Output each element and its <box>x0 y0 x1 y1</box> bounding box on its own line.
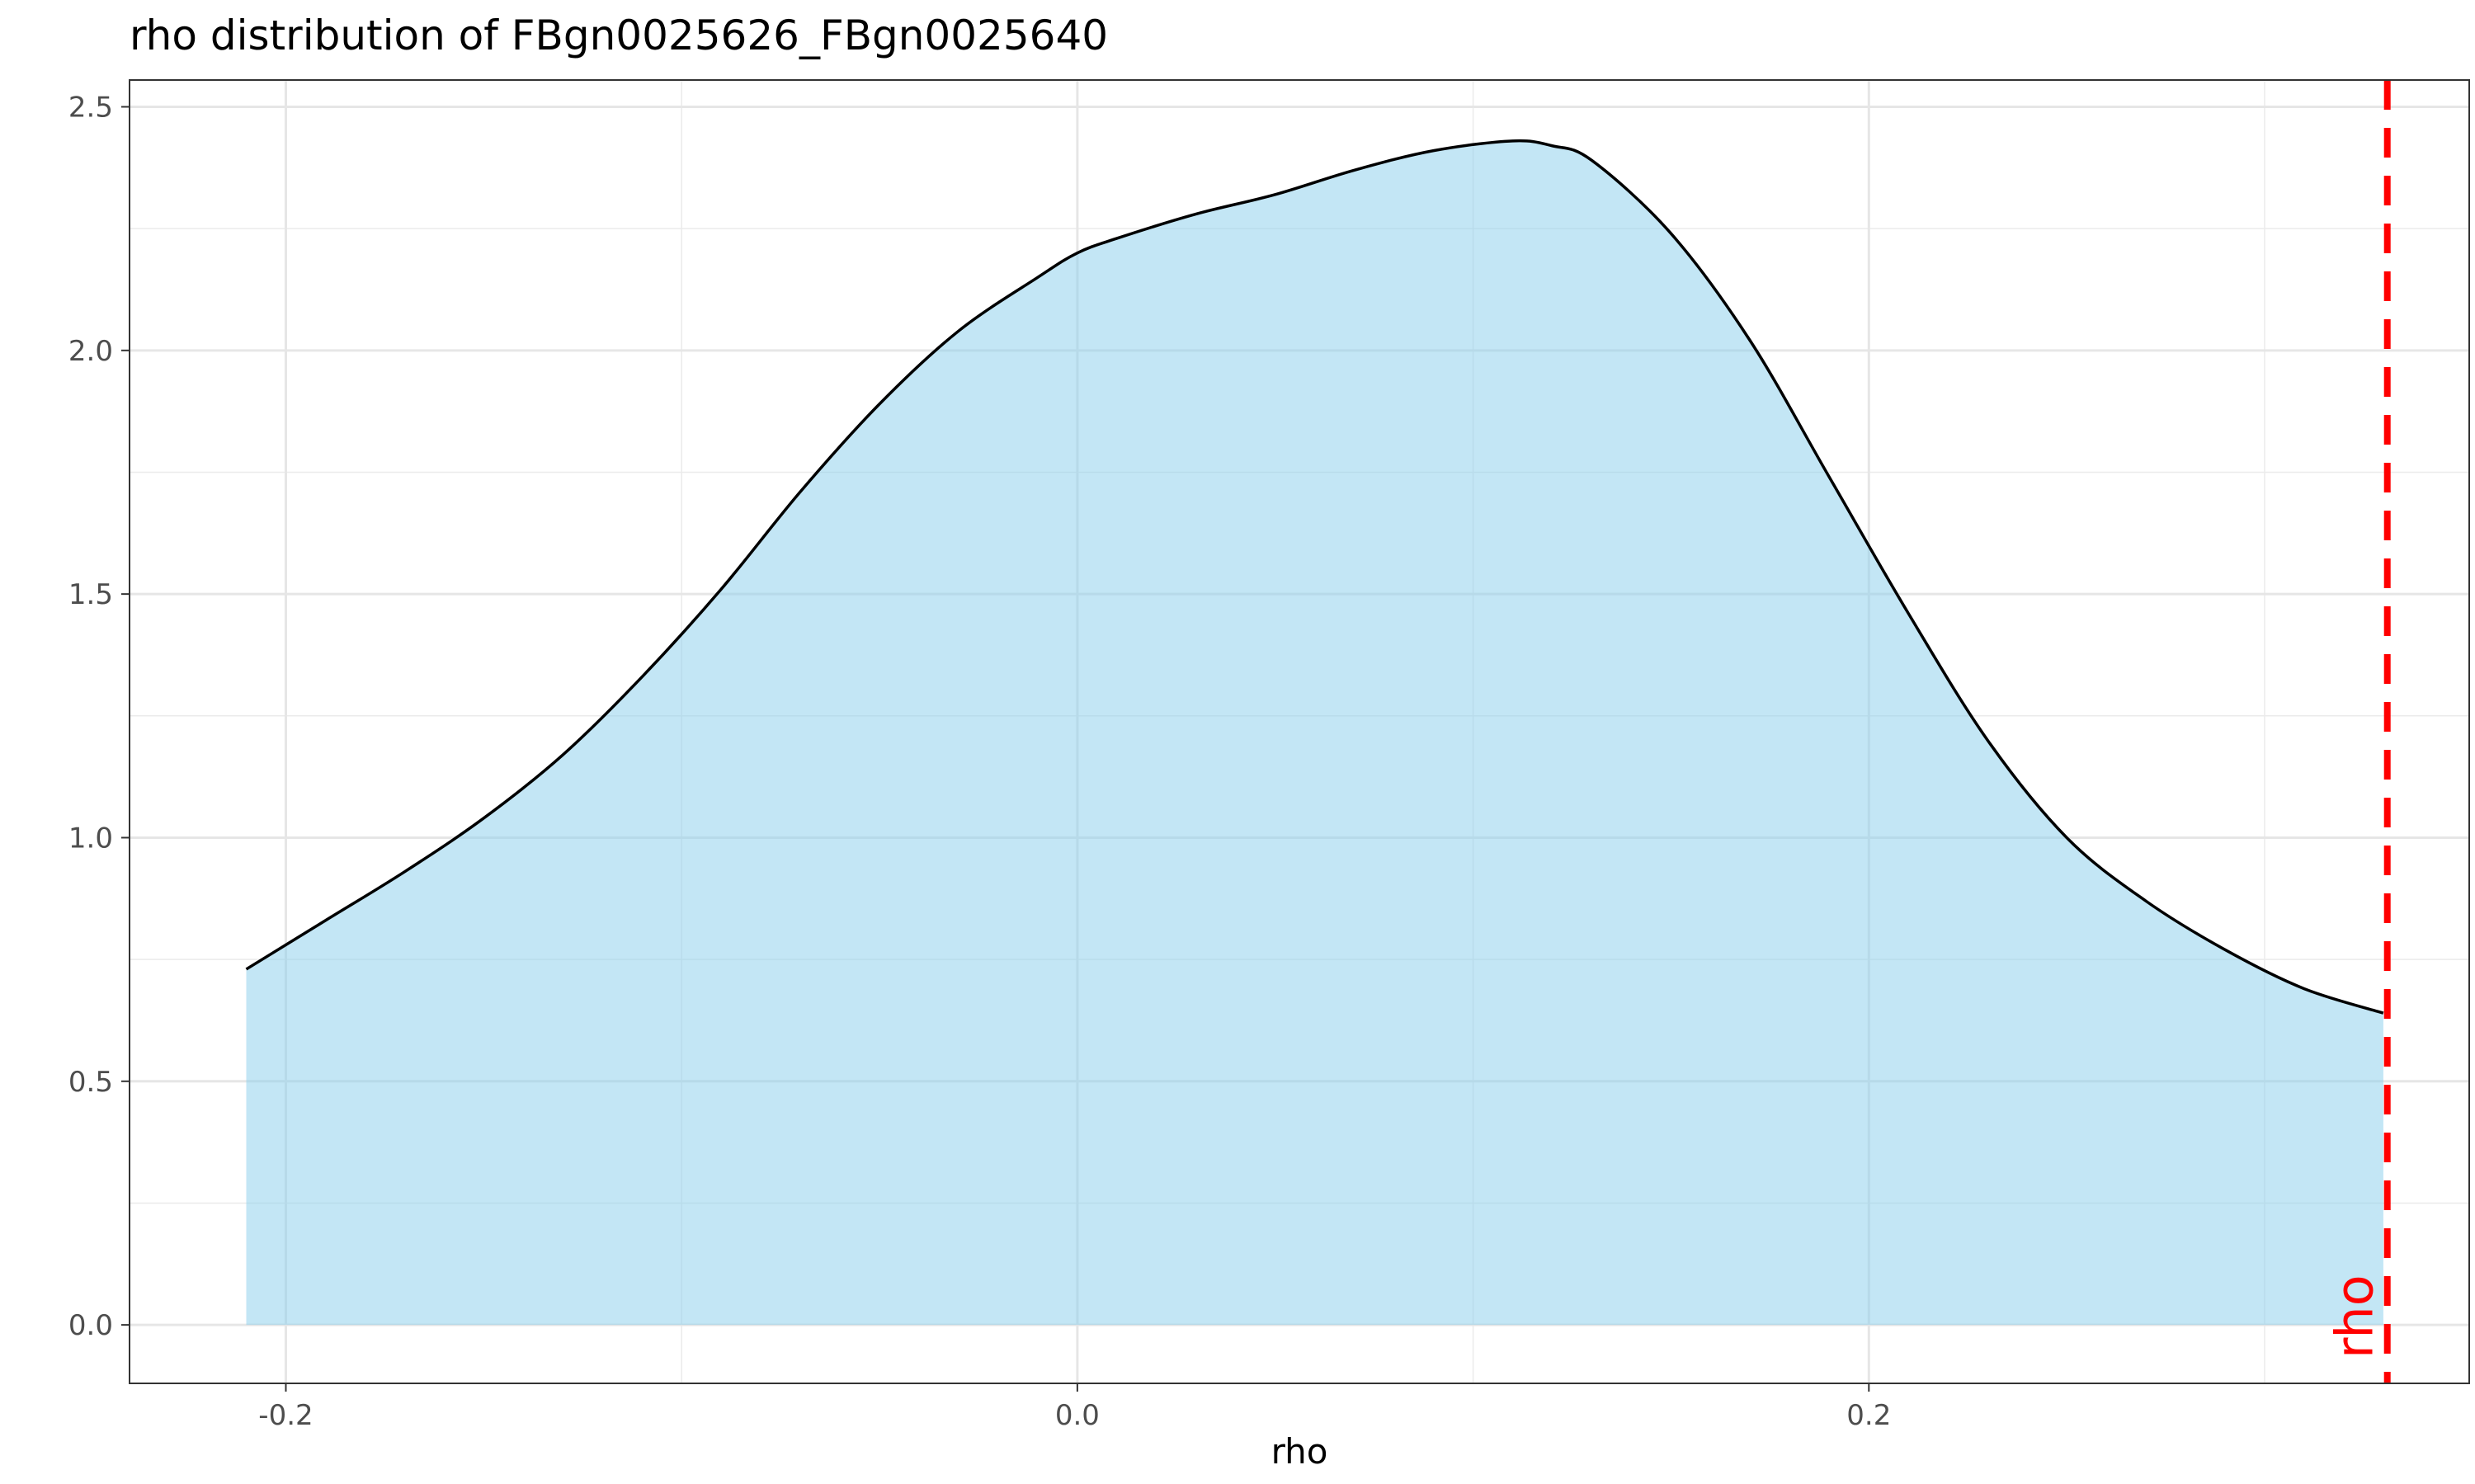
density-area <box>246 140 2383 1326</box>
density-curve <box>245 139 2384 1015</box>
x-tick-label: 0.2 <box>1846 1399 1891 1432</box>
panel-border <box>129 79 2470 1384</box>
x-axis-ticks: -0.2 0.0 0.2 <box>258 1383 1891 1432</box>
y-tick-label: 2.0 <box>68 335 113 368</box>
x-axis-title: rho <box>1271 1431 1328 1472</box>
y-tick-label: 0.5 <box>68 1066 113 1099</box>
y-tick-label: 0.0 <box>68 1309 113 1342</box>
y-tick-label: 1.5 <box>68 578 113 611</box>
y-tick-label: 1.0 <box>68 822 113 855</box>
series-layer <box>245 139 2384 1326</box>
reference-line-layer: rho <box>2325 80 2391 1383</box>
chart-title: rho distribution of FBgn0025626_FBgn0025… <box>130 12 1108 59</box>
reference-line-label: rho <box>2325 1274 2385 1359</box>
y-axis-ticks: 0.0 0.5 1.0 1.5 2.0 2.5 <box>68 91 130 1342</box>
x-tick-label: -0.2 <box>258 1399 313 1432</box>
x-tick-label: 0.0 <box>1055 1399 1100 1432</box>
y-tick-label: 2.5 <box>68 91 113 124</box>
